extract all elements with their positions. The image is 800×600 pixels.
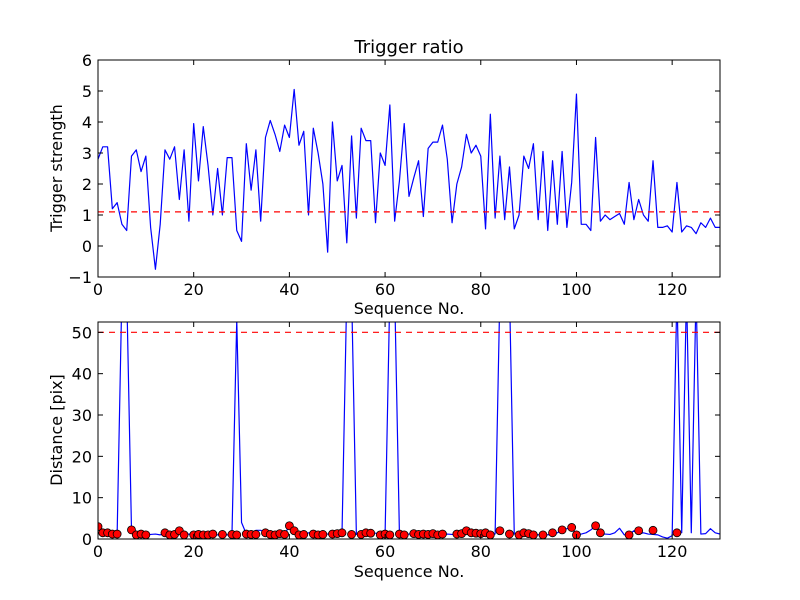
- distance-x-tick-label: 20: [184, 542, 204, 561]
- distance-x-tick-label: 80: [471, 542, 491, 561]
- trigger-strength-x-tick-label: 80: [471, 280, 491, 299]
- distance-marker-8: [141, 530, 151, 539]
- distance-marker-76: [595, 528, 605, 538]
- distance-marker-18: [208, 529, 218, 539]
- distance-marker-64: [495, 526, 505, 536]
- distance-x-tick-label: 60: [375, 542, 395, 561]
- trigger-strength-plot-area: [98, 88, 720, 270]
- trigger-strength-x-tick-label: 40: [279, 280, 299, 299]
- distance-y-tick-label: 0: [82, 530, 92, 549]
- distance-y-tick-label: 20: [72, 447, 92, 466]
- distance-marker-48: [399, 530, 409, 539]
- distance-marker-33: [299, 530, 309, 539]
- chart-title: Trigger ratio: [353, 37, 463, 58]
- distance-marker-71: [548, 528, 557, 538]
- distance-x-tick-label: 120: [657, 542, 688, 561]
- distance-x-tick-label: 100: [561, 542, 592, 561]
- trigger-strength-y-tick-label: 3: [82, 144, 92, 163]
- distance-marker-79: [648, 525, 658, 535]
- x-axis-label-top: Sequence No.: [354, 299, 465, 318]
- distance-ticks: 0 20 40 60 80 100 120 0 10 20 30 40 50: [72, 322, 720, 561]
- distance-marker-69: [529, 530, 538, 539]
- distance-marker-36: [318, 530, 328, 539]
- trigger-strength-x-tick-label: 0: [93, 280, 103, 299]
- trigger-strength-x-tick-label: 100: [561, 280, 592, 299]
- distance-marker-70: [538, 530, 548, 539]
- distance-marker-40: [347, 530, 356, 539]
- x-axis-label-bottom: Sequence No.: [354, 562, 465, 581]
- distance-marker-43: [366, 528, 376, 538]
- distance-y-tick-label: 10: [72, 489, 92, 508]
- distance-axes-frame: [97, 321, 721, 540]
- distance-marker-46: [385, 530, 395, 539]
- trigger-strength-series-line: [98, 88, 720, 270]
- trigger-strength-y-tick-label: 2: [82, 175, 92, 194]
- distance-y-tick-label: 50: [72, 323, 92, 342]
- trigger-strength-y-tick-label: 1: [82, 206, 92, 225]
- trigger-strength-y-tick-label: 6: [82, 51, 92, 70]
- distance-marker-39: [337, 528, 347, 538]
- distance-x-tick-label: 40: [279, 542, 299, 561]
- distance-marker-13: [179, 530, 189, 539]
- trigger-strength-x-tick-label: 60: [375, 280, 395, 299]
- distance-marker-75: [591, 521, 600, 531]
- distance-marker-0: [98, 522, 103, 531]
- trigger-strength-axes-frame: [97, 59, 721, 278]
- distance-marker-19: [217, 530, 227, 539]
- distance-marker-72: [557, 525, 567, 535]
- distance-marker-29: [280, 530, 290, 539]
- distance-marker-21: [232, 530, 242, 539]
- distance-marker-78: [634, 526, 644, 536]
- distance-y-tick-label: 40: [72, 365, 92, 384]
- trigger-strength-x-tick-label: 20: [184, 280, 204, 299]
- trigger-strength-y-tick-label: 5: [82, 82, 92, 101]
- distance-x-tick-label: 0: [93, 542, 103, 561]
- y-axis-label-bottom: Distance [pix]: [47, 374, 66, 486]
- distance-marker-80: [672, 528, 682, 538]
- trigger-strength-y-tick-label: −1: [68, 268, 92, 287]
- distance-marker-77: [624, 530, 634, 539]
- trigger-strength-y-tick-label: 4: [82, 113, 92, 132]
- y-axis-label-top: Trigger strength: [47, 104, 66, 233]
- distance-marker-73: [567, 523, 577, 532]
- distance-marker-65: [505, 529, 514, 539]
- distance-marker-63: [485, 530, 495, 539]
- distance-y-tick-label: 30: [72, 406, 92, 425]
- distance-marker-4: [112, 529, 122, 539]
- trigger-strength-y-tick-label: 0: [82, 237, 92, 256]
- distance-marker-24: [251, 530, 261, 539]
- distance-marker-55: [438, 529, 447, 539]
- trigger-strength-x-tick-label: 120: [657, 280, 688, 299]
